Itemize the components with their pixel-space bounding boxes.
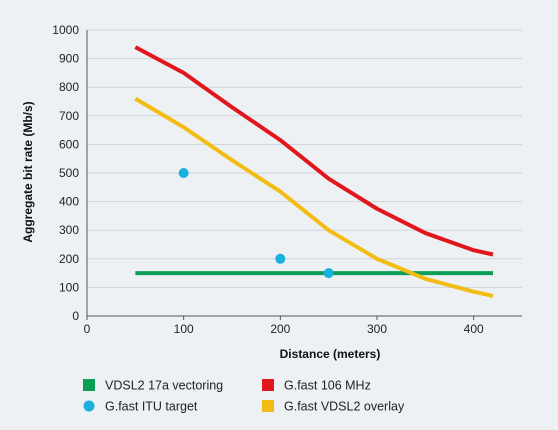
legend-swatch-g-fast-106-mhz <box>262 379 274 391</box>
legend-swatch-g-fast-vdsl2-overlay <box>262 400 274 412</box>
y-tick-label: 700 <box>59 109 79 123</box>
y-tick-label: 400 <box>59 195 79 209</box>
y-tick-label: 500 <box>59 166 79 180</box>
y-tick-label: 0 <box>72 309 79 323</box>
y-tick-label: 300 <box>59 223 79 237</box>
x-axis-title: Distance (meters) <box>280 347 381 361</box>
series-line-g-fast-vdsl2-overlay <box>134 96 494 298</box>
y-tick-label: 1000 <box>52 23 79 37</box>
y-tick-label: 600 <box>59 137 79 151</box>
axes <box>86 30 522 320</box>
legend-label-g-fast-itu-target: G.fast ITU target <box>105 400 198 414</box>
x-tick-label: 0 <box>84 322 91 336</box>
legend-swatch-vdsl2-17a-vectoring <box>83 379 95 391</box>
data-point-g-fast-itu-target <box>275 253 286 264</box>
y-tick-label: 800 <box>59 80 79 94</box>
x-tick-label: 300 <box>367 322 387 336</box>
legend-label-g-fast-vdsl2-overlay: G.fast VDSL2 overlay <box>284 400 405 414</box>
y-tick-label: 900 <box>59 52 79 66</box>
series-group <box>134 45 494 298</box>
legend-label-g-fast-106-mhz: G.fast 106 MHz <box>284 379 371 393</box>
y-axis-title: Aggregate bit rate (Mb/s) <box>21 101 35 242</box>
x-tick-label: 200 <box>270 322 290 336</box>
legend: VDSL2 17a vectoring G.fast 106 MHz G.fast … <box>83 379 405 414</box>
x-tick-label: 100 <box>174 322 194 336</box>
y-tick-label: 200 <box>59 252 79 266</box>
series-line-g-fast-106-mhz <box>134 45 494 257</box>
data-point-g-fast-itu-target <box>178 168 189 178</box>
legend-label-vdsl2-17a-vectoring: VDSL2 17a vectoring <box>105 379 223 393</box>
gridlines <box>87 29 522 288</box>
x-tick-label: 400 <box>464 322 484 336</box>
legend-swatch-g-fast-itu-target <box>83 400 95 412</box>
y-tick-label: 100 <box>59 280 79 294</box>
tick-labels: 0 100 200 300 400 500 600 700 800 900 1000 0 100 200 3… <box>52 23 484 336</box>
data-point-g-fast-itu-target <box>323 268 334 279</box>
